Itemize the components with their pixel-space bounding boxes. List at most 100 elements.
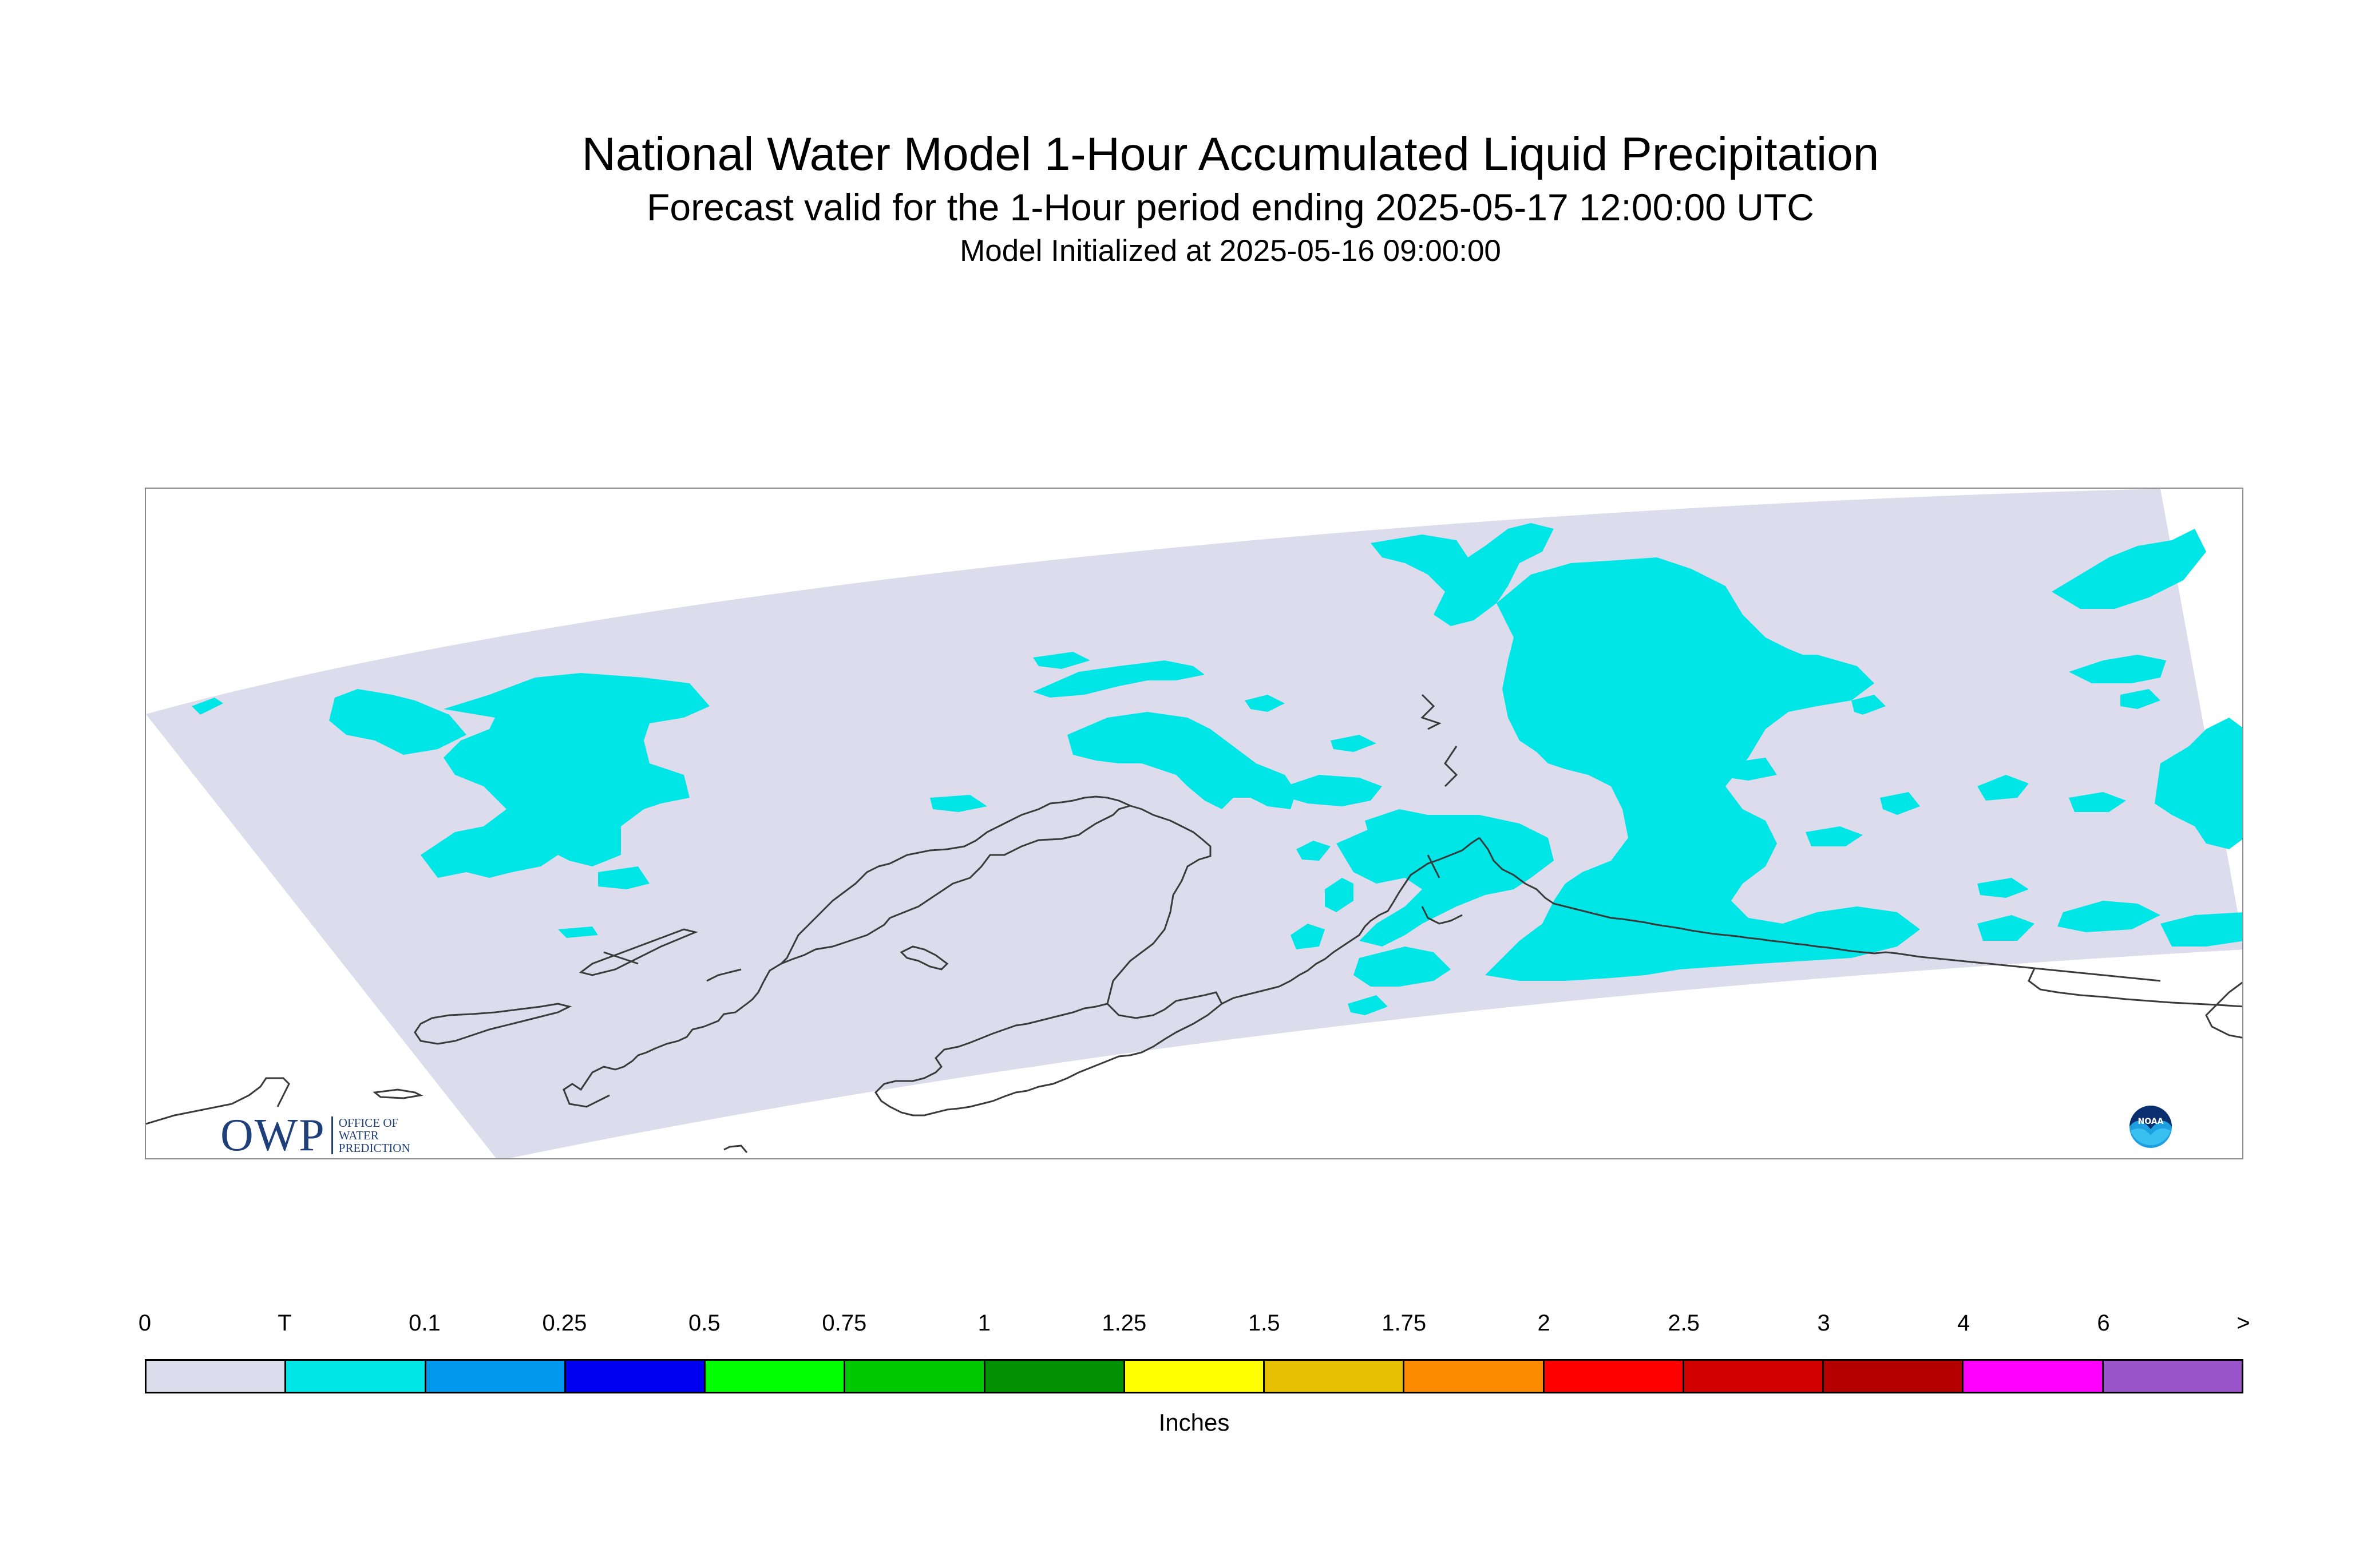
legend-tick-label: 6 — [2097, 1310, 2110, 1336]
precip-region — [192, 698, 223, 715]
precip-region — [421, 673, 710, 878]
legend-tick-label: T — [278, 1310, 292, 1336]
precip-region — [2160, 912, 2242, 947]
precip-region — [2052, 529, 2206, 609]
precip-region — [930, 795, 987, 812]
legend-swatch — [1824, 1361, 1964, 1392]
precip-region — [1977, 878, 2029, 898]
legend-swatch — [1125, 1361, 1265, 1392]
coastline — [889, 795, 1131, 865]
coastline — [146, 1077, 290, 1125]
owp-logo: OWP OFFICE OF WATER PREDICTION — [220, 1110, 410, 1159]
legend-tick-label: 0.5 — [688, 1310, 721, 1336]
precip-region — [1033, 652, 1090, 669]
legend-swatch — [1265, 1361, 1405, 1392]
coastline — [706, 968, 742, 982]
legend-units-label: Inches — [1158, 1409, 1230, 1436]
legend-swatch — [706, 1361, 846, 1392]
owp-logo-line-2: WATER — [338, 1129, 379, 1142]
precip-region — [1851, 695, 1886, 715]
precip-region — [1880, 792, 1920, 815]
precip-region — [2155, 718, 2242, 849]
coastline — [414, 1003, 572, 1045]
legend-swatch — [1684, 1361, 1824, 1392]
precip-region — [1296, 841, 1331, 861]
coastline — [900, 945, 949, 971]
precip-region — [1977, 775, 2029, 801]
precip-region — [2057, 901, 2160, 932]
precip-region — [1331, 735, 1376, 752]
legend-swatch — [565, 1361, 706, 1392]
precip-region — [1285, 775, 1382, 806]
legend-swatch — [985, 1361, 1125, 1392]
owp-logo-line-3: PREDICTION — [338, 1141, 410, 1155]
precip-region — [598, 866, 650, 889]
legend-tick-label: 1 — [977, 1310, 991, 1336]
precip-region — [1348, 995, 1388, 1015]
noaa-seal-icon: NOAA — [2127, 1103, 2174, 1150]
precip-region — [1977, 915, 2034, 941]
coastline — [1221, 837, 1480, 1005]
owp-logo-divider — [331, 1116, 333, 1154]
legend-swatch — [1544, 1361, 1684, 1392]
model-init-time: Model Initialized at 2025-05-16 09:00:00 — [960, 234, 1501, 268]
precip-region — [1806, 826, 1863, 846]
legend-swatch — [2103, 1361, 2242, 1392]
coastline — [563, 805, 1131, 1108]
coastline — [780, 862, 890, 965]
legend-swatch — [286, 1361, 426, 1392]
legend-swatch — [845, 1361, 985, 1392]
legend-tick-label: 1.5 — [1248, 1310, 1280, 1336]
legend-tick-label: 1.75 — [1382, 1310, 1427, 1336]
legend-swatch — [1404, 1361, 1545, 1392]
owp-logo-letters: OWP — [220, 1110, 326, 1159]
owp-logo-subtitle: OFFICE OF WATER PREDICTION — [339, 1116, 410, 1154]
coastline — [1427, 854, 1440, 878]
coastline — [1444, 746, 1458, 787]
coastline — [2028, 968, 2242, 1008]
precip-region — [1371, 523, 1554, 626]
coastline — [1420, 694, 1442, 730]
coastline — [874, 991, 1223, 1116]
legend-tick-label: 1.25 — [1102, 1310, 1147, 1336]
coastline — [1478, 837, 2161, 982]
precip-region — [1336, 815, 1554, 947]
legend-tick-label: 4 — [1957, 1310, 1970, 1336]
precipitation-areas — [192, 523, 2242, 1015]
coastline — [373, 1088, 423, 1099]
coastline — [1421, 906, 1463, 925]
precip-region — [1325, 878, 1353, 912]
owp-logo-line-1: OFFICE OF — [338, 1116, 399, 1130]
legend-tick-label: 0 — [138, 1310, 152, 1336]
legend-tick-labels: 0 T 0.1 0.25 0.5 0.75 1 1.25 1.5 1.75 2 2.5 3 4 6 > — [138, 1310, 2250, 1345]
precip-region — [1714, 655, 1874, 706]
precip-region — [1725, 758, 1777, 781]
precip-region — [2120, 689, 2160, 709]
map-canvas — [146, 489, 2242, 1158]
coastline — [1106, 805, 1212, 1019]
precip-region — [558, 926, 598, 938]
noaa-seal-graphic: NOAA — [2128, 1104, 2174, 1150]
legend-swatch — [426, 1361, 566, 1392]
map-title: National Water Model 1-Hour Accumulated … — [581, 128, 1879, 180]
title-block: National Water Model 1-Hour Accumulated … — [0, 126, 2375, 271]
noaa-logo-text: NOAA — [2138, 1117, 2164, 1126]
legend-tick-label: 0.25 — [542, 1310, 587, 1336]
precip-region — [1067, 712, 1296, 809]
legend-tick-label: > — [2237, 1310, 2250, 1336]
precip-region — [2069, 655, 2166, 683]
coastline — [723, 1145, 748, 1153]
map-panel: OWP OFFICE OF WATER PREDICTION NOAA — [145, 488, 2243, 1159]
coastline — [603, 951, 639, 965]
legend-tick-label: 2.5 — [1668, 1310, 1700, 1336]
legend-swatch — [1964, 1361, 2104, 1392]
model-domain-area — [146, 489, 2242, 1158]
legend-color-bar — [145, 1359, 2243, 1393]
legend-tick-label: 0.75 — [822, 1310, 867, 1336]
coastlines — [146, 694, 2242, 1153]
coastline — [2205, 981, 2242, 1039]
map-subtitle: Forecast valid for the 1-Hour period end… — [647, 186, 1814, 228]
coastline — [579, 928, 698, 976]
precip-region — [1245, 695, 1285, 712]
legend-swatch — [147, 1361, 287, 1392]
